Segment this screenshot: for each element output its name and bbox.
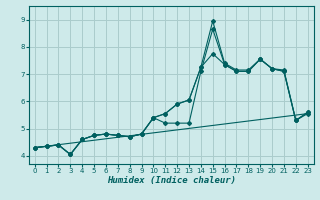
X-axis label: Humidex (Indice chaleur): Humidex (Indice chaleur): [107, 176, 236, 185]
